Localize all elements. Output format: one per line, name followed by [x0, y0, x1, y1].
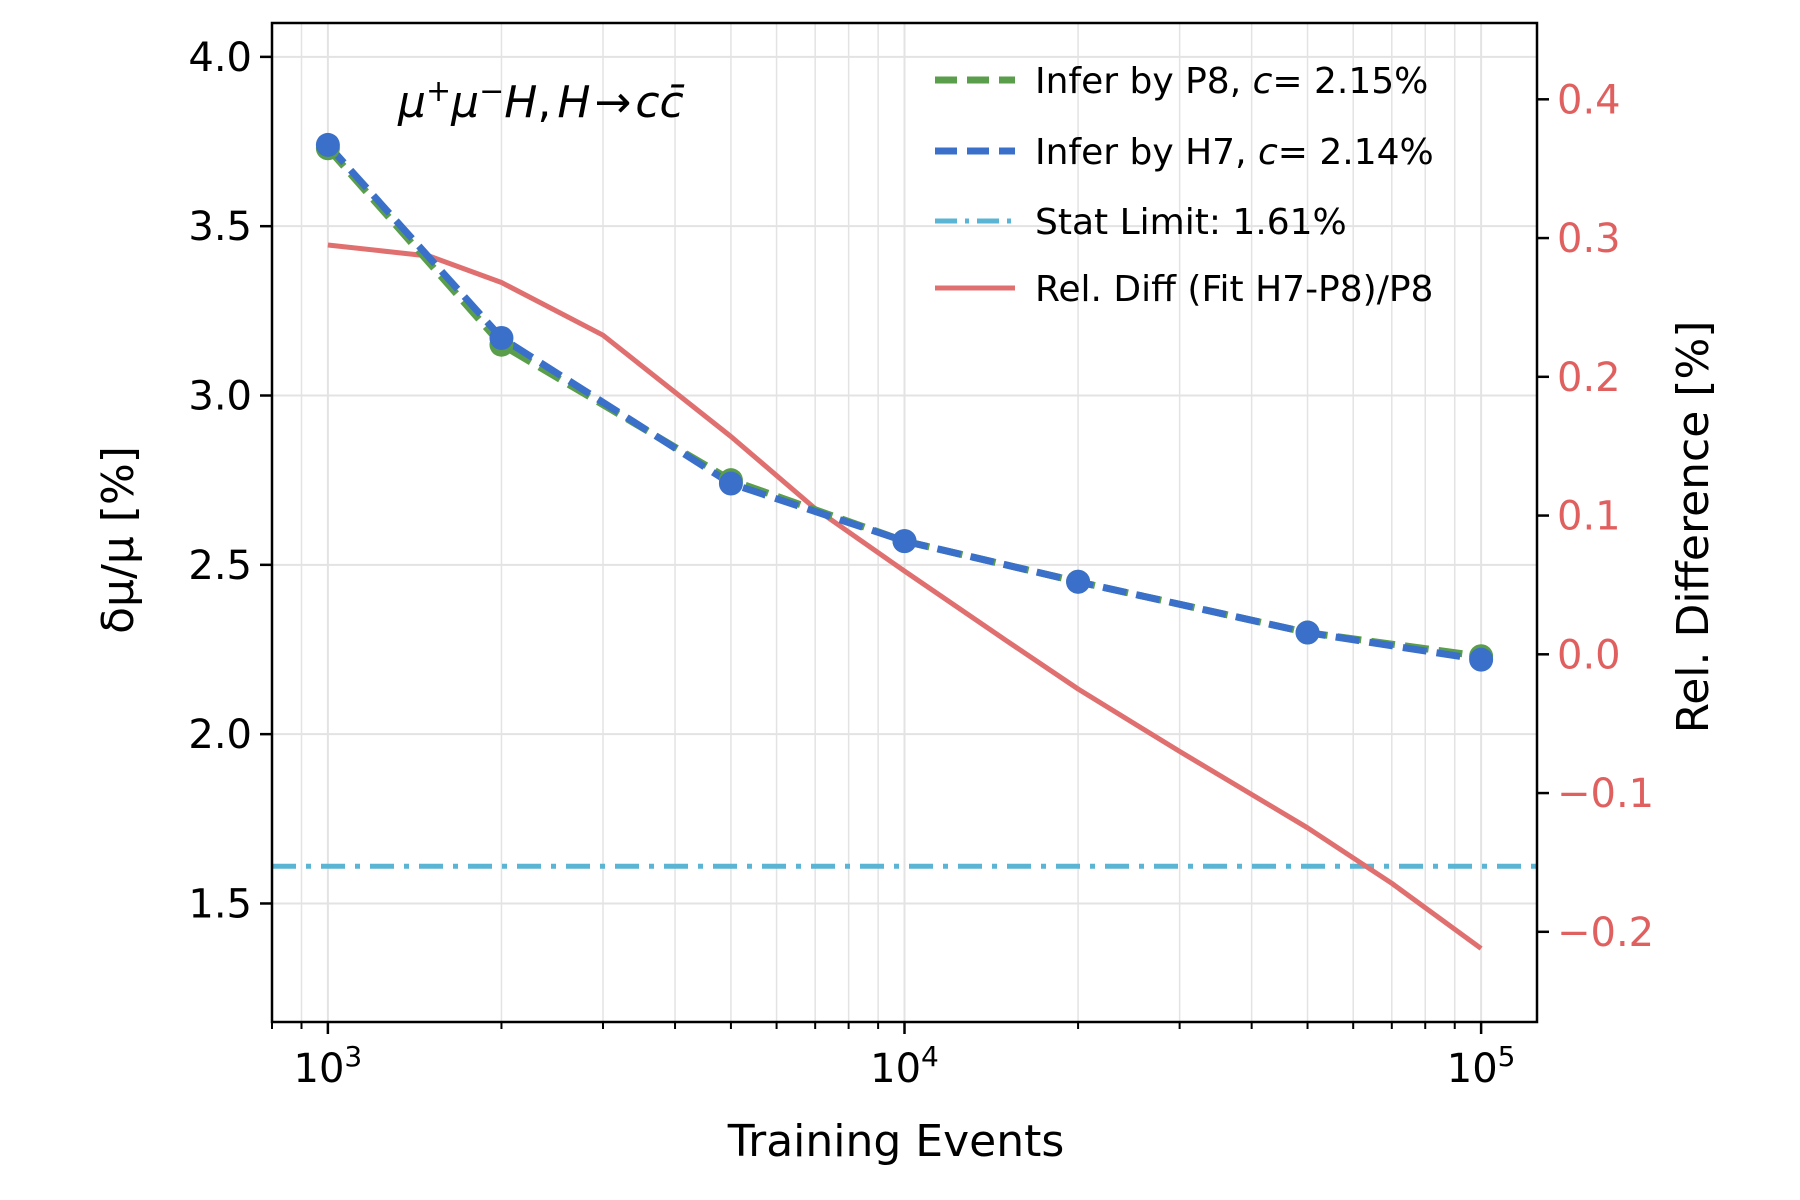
y-tick-label: 4.0 [188, 35, 252, 81]
legend-label-p8: Infer by P8, c= 2.15% [1035, 61, 1428, 102]
rel-diff-layer [327, 242, 1483, 951]
legend-label-stat: Stat Limit: 1.61% [1035, 202, 1347, 243]
rel-diff-line [327, 242, 1483, 951]
legend-label-h7: Infer by H7, c= 2.14% [1035, 132, 1434, 173]
grid [271, 23, 1537, 1022]
y-right-tick-label: 0.1 [1557, 494, 1621, 540]
h7-point [1066, 569, 1091, 594]
h7-point [315, 132, 340, 157]
x-tick-label: 103 [294, 1040, 363, 1092]
y-tick-label: 3.0 [188, 374, 252, 420]
y-axis-right-label: Rel. Difference [%] [1668, 321, 1719, 734]
y-right-tick-label: 0.4 [1557, 77, 1621, 123]
h7-point [718, 471, 743, 496]
y-tick-label: 2.0 [188, 712, 252, 758]
y-tick-label: 1.5 [188, 881, 252, 927]
h7-point [1469, 647, 1494, 672]
legend-label-reldiff: Rel. Diff (Fit H7-P8)/P8 [1035, 269, 1433, 310]
h7-point [489, 325, 514, 350]
h7-point [892, 529, 917, 554]
y-right-tick-label: −0.1 [1557, 771, 1654, 817]
legend: Infer by P8, c= 2.15% Infer by H7, c= 2.… [935, 61, 1434, 310]
y-tick-label: 3.5 [188, 204, 252, 250]
y-axis-label: δμ/μ [%] [93, 446, 144, 634]
y-tick-label: 2.5 [188, 543, 252, 589]
y-right-tick-label: 0.3 [1557, 216, 1621, 262]
x-tick-label: 105 [1447, 1040, 1516, 1092]
process-annotation: μ+μ−H, H→cc̄ [397, 74, 685, 128]
axes: 103 104 105 1.5 2.0 2.5 3.0 3.5 4.0 −0.2 −0.1 0.0 0.… [188, 21, 1654, 1092]
y-right-tick-label: −0.2 [1557, 910, 1654, 956]
series-layer [315, 132, 1494, 672]
x-axis-label: Training Events [727, 1116, 1065, 1167]
y-right-tick-label: 0.2 [1557, 355, 1621, 401]
x-tick-label: 104 [870, 1040, 939, 1092]
y-right-tick-label: 0.0 [1557, 632, 1621, 678]
h7-point [1295, 620, 1320, 645]
